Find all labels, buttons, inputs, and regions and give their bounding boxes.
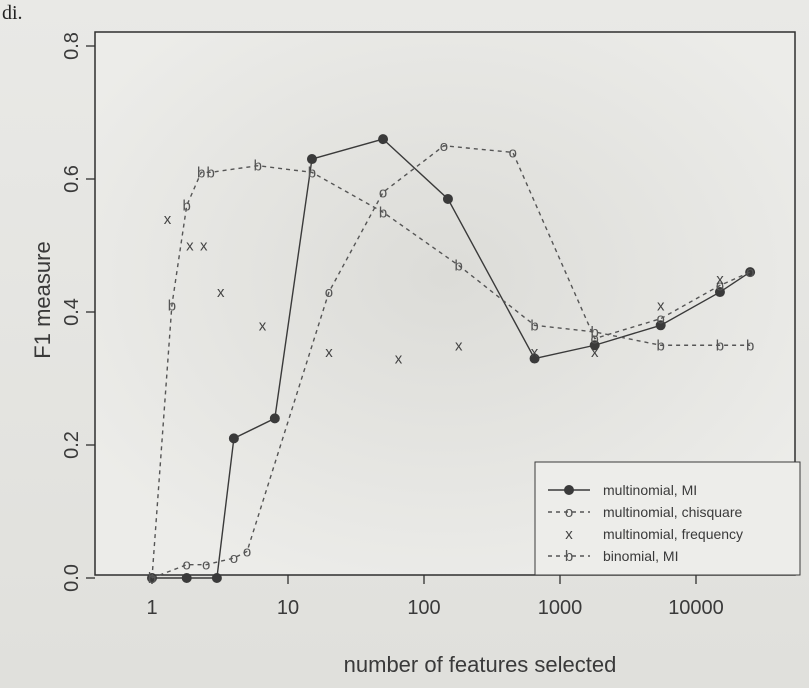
data-point: x — [164, 211, 172, 228]
data-point: b — [530, 317, 538, 334]
data-point: b — [183, 198, 191, 215]
x-tick-label: 10 — [277, 597, 299, 619]
x-tick-label: 1 — [146, 597, 157, 619]
data-point: o — [325, 284, 333, 301]
y-tick-label: 0.4 — [61, 298, 83, 326]
x-tick-label: 10000 — [668, 597, 724, 619]
legend-label: multinomial, frequency — [603, 526, 743, 542]
data-point: o — [565, 504, 573, 521]
data-point: x — [591, 344, 599, 361]
legend-entry: o multinomial, chisquare — [548, 504, 742, 521]
data-point: b — [591, 324, 599, 341]
legend-entry: multinomial, MI — [548, 482, 697, 498]
data-point — [442, 193, 453, 204]
legend-label: binomial, MI — [603, 548, 678, 564]
x-axis-label: number of features selected — [344, 652, 617, 677]
y-tick-label: 0.8 — [61, 32, 83, 60]
data-point: b — [716, 337, 724, 354]
data-point — [211, 573, 222, 583]
data-point: o — [746, 264, 754, 281]
data-point — [228, 433, 239, 444]
legend-entry: x multinomial, frequency — [565, 526, 743, 543]
data-point: o — [379, 184, 387, 201]
y-tick-label: 0.2 — [61, 431, 83, 459]
x-tick-label: 100 — [407, 597, 440, 619]
data-point: x — [325, 344, 333, 361]
data-point: o — [591, 331, 599, 348]
legend-label: multinomial, chisquare — [603, 504, 742, 520]
data-point: b — [746, 337, 754, 354]
data-point: b — [379, 204, 387, 221]
data-point: o — [148, 570, 156, 587]
legend-box — [534, 461, 801, 576]
data-point: o — [716, 277, 724, 294]
data-point: b — [565, 548, 573, 565]
data-point: b — [455, 257, 463, 274]
data-point: o — [509, 144, 517, 161]
data-point: x — [259, 317, 267, 334]
data-point: b — [168, 297, 176, 314]
series-line — [151, 164, 751, 579]
data-point — [589, 340, 600, 351]
data-point: x — [716, 271, 724, 288]
y-tick-label: 0.0 — [61, 564, 83, 592]
data-point: x — [200, 238, 208, 255]
data-point: x — [531, 344, 539, 361]
data-point: o — [230, 550, 238, 567]
data-point — [745, 267, 756, 278]
data-point: x — [657, 297, 665, 314]
data-point — [181, 573, 192, 583]
data-point: o — [440, 138, 448, 155]
data-point: b — [657, 337, 665, 354]
data-point: b — [308, 164, 316, 181]
y-axis-label: F1 measure — [30, 241, 55, 358]
data-point: o — [657, 311, 665, 328]
y-tick-label: 0.6 — [61, 165, 83, 193]
data-point — [714, 287, 725, 298]
data-point — [378, 134, 389, 145]
data-point: b — [197, 164, 205, 181]
series-1 — [147, 134, 756, 583]
data-point: x — [217, 284, 225, 301]
data-point — [564, 485, 574, 495]
data-point: b — [148, 570, 156, 587]
data-point: x — [565, 526, 573, 543]
data-point: b — [254, 158, 262, 175]
data-point: x — [186, 238, 194, 255]
data-point — [529, 353, 540, 364]
legend-label: multinomial, MI — [603, 482, 697, 498]
panel-tag: di. — [2, 2, 23, 24]
data-point: x — [395, 351, 403, 368]
data-point — [306, 154, 317, 165]
legend: multinomial, MI o multinomial, chisquare x m… — [534, 461, 801, 576]
axes: 1 10 100 1000 10000 0.0 0.2 0.4 0.6 0.8 — [61, 32, 724, 619]
legend-items: multinomial, MI o multinomial, chisquare x m… — [548, 482, 743, 565]
legend-entry: b binomial, MI — [548, 548, 678, 565]
data-point: o — [243, 543, 251, 560]
data-point — [269, 413, 280, 424]
data-point: x — [455, 337, 463, 354]
data-point: o — [183, 557, 191, 574]
data-point: o — [202, 557, 210, 574]
data-point — [655, 320, 666, 331]
x-tick-label: 1000 — [538, 597, 583, 619]
series-line — [151, 145, 751, 579]
data-point: b — [206, 164, 214, 181]
